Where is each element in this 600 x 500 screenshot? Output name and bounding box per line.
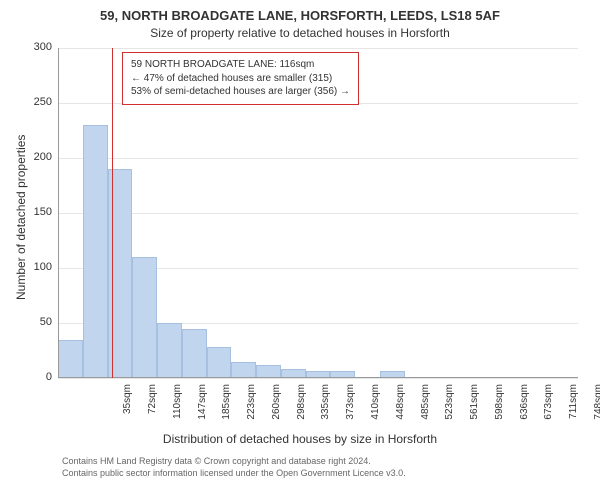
x-tick-label: 598sqm [494, 384, 505, 432]
x-tick-label: 110sqm [172, 384, 183, 432]
x-tick-label: 485sqm [420, 384, 431, 432]
histogram-bar [231, 362, 256, 379]
histogram-bar [132, 257, 157, 378]
y-tick-label: 150 [22, 206, 52, 218]
infobox-line3: 53% of semi-detached houses are larger (… [131, 85, 350, 99]
footer-attribution: Contains HM Land Registry data © Crown c… [62, 456, 406, 479]
x-tick-label: 636sqm [519, 384, 530, 432]
footer-line1: Contains HM Land Registry data © Crown c… [62, 456, 406, 468]
x-tick-label: 298sqm [296, 384, 307, 432]
histogram-bar [207, 347, 232, 378]
x-tick-label: 410sqm [370, 384, 381, 432]
y-tick-label: 250 [22, 96, 52, 108]
x-tick-label: 748sqm [593, 384, 600, 432]
x-tick-label: 448sqm [395, 384, 406, 432]
x-axis-label: Distribution of detached houses by size … [0, 432, 600, 446]
x-tick-label: 260sqm [271, 384, 282, 432]
histogram-bar [182, 329, 207, 379]
x-tick-label: 373sqm [345, 384, 356, 432]
reference-info-box: 59 NORTH BROADGATE LANE: 116sqm ← 47% of… [122, 52, 359, 105]
x-tick-label: 561sqm [469, 384, 480, 432]
y-tick-label: 0 [22, 371, 52, 383]
x-tick-label: 185sqm [221, 384, 232, 432]
x-tick-label: 523sqm [444, 384, 455, 432]
gridline [58, 213, 578, 214]
y-tick-label: 200 [22, 151, 52, 163]
y-tick-label: 100 [22, 261, 52, 273]
infobox-line2: ← 47% of detached houses are smaller (31… [131, 72, 350, 86]
x-tick-label: 223sqm [246, 384, 257, 432]
reference-line [112, 48, 113, 378]
chart-container: 59, NORTH BROADGATE LANE, HORSFORTH, LEE… [0, 0, 600, 500]
chart-subtitle: Size of property relative to detached ho… [0, 26, 600, 40]
x-tick-label: 35sqm [122, 384, 133, 432]
x-tick-label: 711sqm [568, 384, 579, 432]
x-tick-label: 335sqm [320, 384, 331, 432]
x-axis-line [58, 377, 578, 378]
gridline [58, 158, 578, 159]
infobox-line1: 59 NORTH BROADGATE LANE: 116sqm [131, 58, 350, 72]
y-tick-label: 50 [22, 316, 52, 328]
gridline [58, 48, 578, 49]
histogram-bar [83, 125, 108, 378]
y-axis-line [58, 48, 59, 378]
gridline [58, 378, 578, 379]
y-tick-label: 300 [22, 41, 52, 53]
x-tick-label: 147sqm [197, 384, 208, 432]
histogram-bar [58, 340, 83, 379]
footer-line2: Contains public sector information licen… [62, 468, 406, 480]
x-tick-label: 72sqm [147, 384, 158, 432]
x-tick-label: 673sqm [543, 384, 554, 432]
chart-title: 59, NORTH BROADGATE LANE, HORSFORTH, LEE… [0, 8, 600, 23]
histogram-bar [157, 323, 182, 378]
